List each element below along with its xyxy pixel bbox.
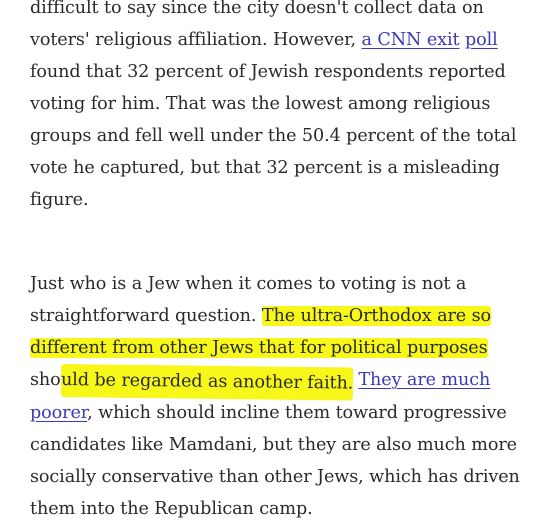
much-poorer-link-continued[interactable]: poorer	[30, 403, 88, 423]
highlighted-text: The ultra-Orthodox are so	[261, 306, 492, 326]
text-line: them into the Republican camp.	[30, 499, 313, 519]
text-line: voters' religious affiliation. However, …	[30, 24, 530, 56]
text-line: vote he captured, but that 32 percent is…	[30, 158, 500, 178]
text-segment: sho	[30, 370, 61, 390]
text-line: difficult to say since the city doesn't …	[30, 0, 484, 18]
paragraph-exit-poll: difficult to say since the city doesn't …	[30, 0, 530, 216]
text-line: should be regarded as another faith. The…	[30, 364, 530, 401]
cnn-exit-poll-link[interactable]: a CNN exit	[361, 30, 460, 50]
text-line: poorer, which should incline them toward…	[30, 397, 530, 429]
article-body: difficult to say since the city doesn't …	[30, 0, 530, 525]
text-segment: voters' religious affiliation. However,	[30, 30, 362, 50]
text-line: Just who is a Jew when it comes to votin…	[30, 274, 467, 294]
text-line: figure.	[30, 190, 89, 210]
text-line: groups and fell well under the 50.4 perc…	[30, 126, 517, 146]
highlighted-text: different from other Jews that for polit…	[30, 338, 488, 358]
text-line: straightforward question. The ultra-Orth…	[30, 300, 530, 332]
text-line: found that 32 percent of Jewish responde…	[30, 62, 506, 82]
poll-link[interactable]: poll	[464, 30, 498, 50]
text-segment: straightforward question.	[30, 306, 262, 326]
text-segment: , which should incline them toward progr…	[87, 403, 507, 423]
text-line: different from other Jews that for polit…	[30, 332, 530, 364]
text-line: voting for him. That was the lowest amon…	[30, 94, 491, 114]
highlighted-text: uld be regarded as another faith.	[60, 364, 354, 401]
much-poorer-link[interactable]: They are much	[358, 370, 491, 390]
paragraph-who-is-a-jew: Just who is a Jew when it comes to votin…	[30, 268, 530, 525]
text-line: socially conservative than other Jews, w…	[30, 467, 520, 487]
text-line: candidates like Mamdani, but they are al…	[30, 435, 517, 455]
